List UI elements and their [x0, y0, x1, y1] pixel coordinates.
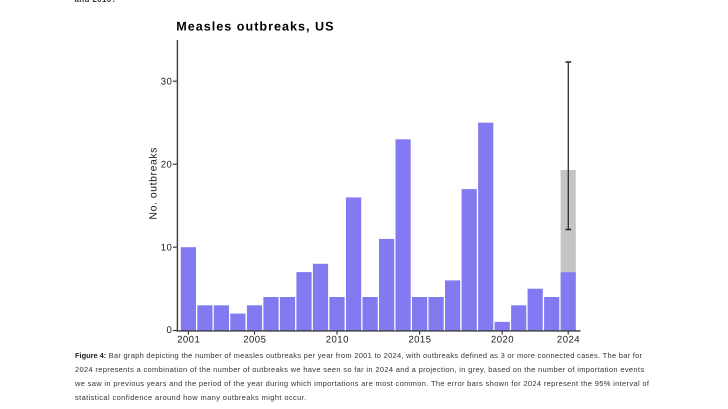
svg-text:2005: 2005 [243, 334, 266, 345]
svg-text:Measles outbreaks, US: Measles outbreaks, US [176, 19, 334, 33]
svg-text:2010: 2010 [326, 334, 349, 345]
svg-text:No. outbreaks: No. outbreaks [148, 147, 160, 220]
svg-text:2024: 2024 [557, 334, 580, 345]
svg-text:2015: 2015 [408, 334, 431, 345]
svg-text:30: 30 [161, 77, 173, 88]
svg-text:0: 0 [167, 325, 173, 336]
svg-text:2020: 2020 [491, 334, 514, 345]
svg-text:2001: 2001 [177, 334, 200, 345]
svg-text:20: 20 [161, 160, 173, 171]
svg-text:10: 10 [161, 243, 173, 254]
